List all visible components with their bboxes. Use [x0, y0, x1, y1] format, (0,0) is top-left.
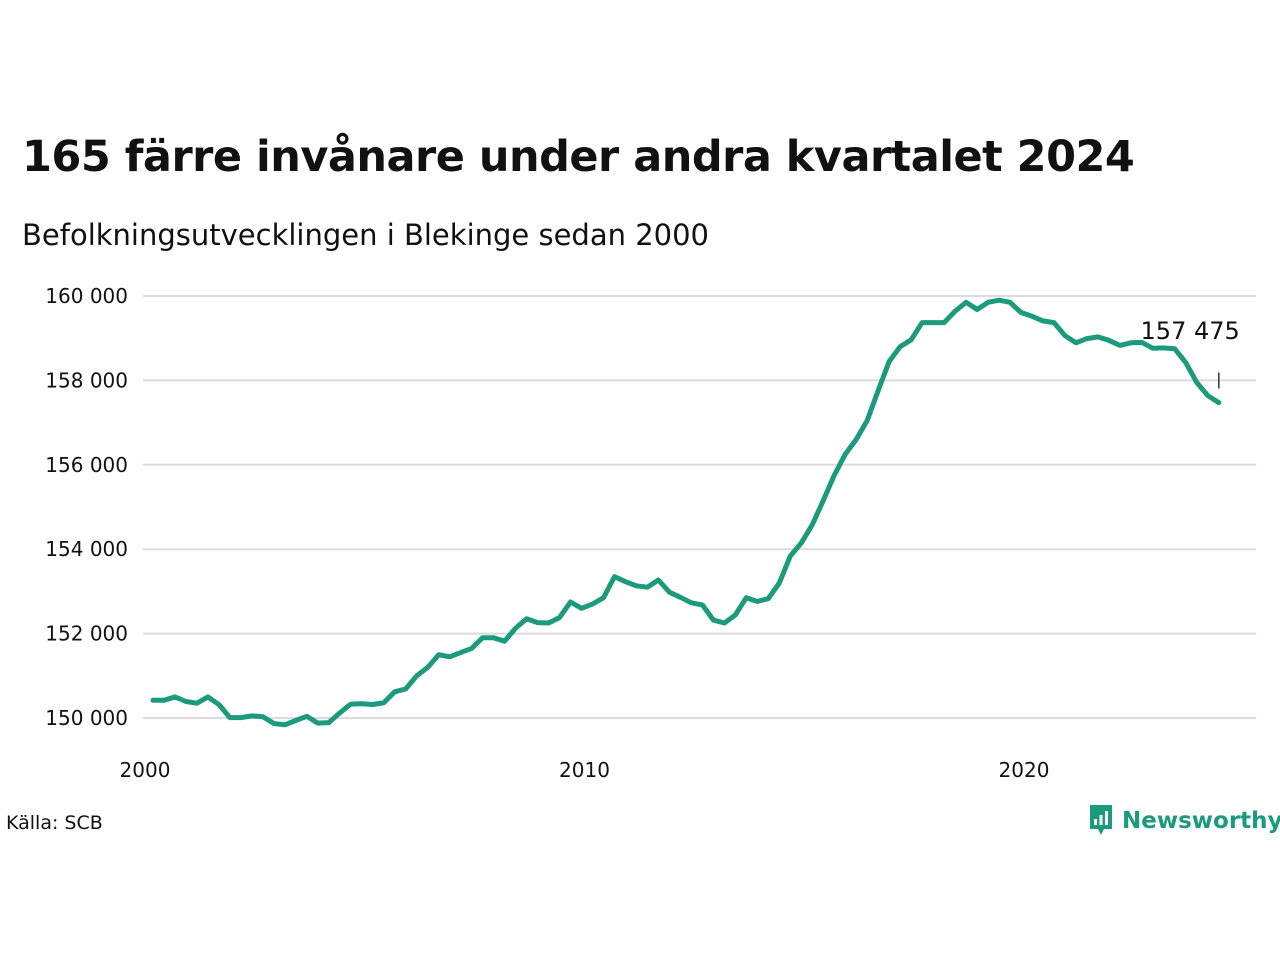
- x-axis-ticks: 2000 2010 2020: [120, 758, 1050, 782]
- end-annotation: 157 475: [1141, 317, 1240, 389]
- y-tick-label: 152 000: [45, 622, 128, 646]
- y-tick-label: 158 000: [45, 368, 128, 392]
- series-line: [150, 297, 1222, 728]
- x-tick-label: 2000: [120, 758, 171, 782]
- chart-subtitle: Befolkningsutvecklingen i Blekinge sedan…: [22, 218, 710, 252]
- newsworthy-logo-text: Newsworthy: [1122, 808, 1280, 834]
- y-axis-ticks: 150 000 152 000 154 000 156 000 158 000 160 0…: [45, 284, 128, 730]
- series-layer: [150, 297, 1222, 728]
- chart-title: 165 färre invånare under andra kvartalet…: [22, 132, 1135, 182]
- y-tick-label: 160 000: [45, 284, 128, 308]
- end-value-label: 157 475: [1141, 317, 1240, 345]
- x-tick-label: 2010: [559, 758, 610, 782]
- y-tick-label: 156 000: [45, 453, 128, 477]
- newsworthy-logo-icon: [1090, 805, 1112, 835]
- x-tick-label: 2020: [999, 758, 1050, 782]
- source-note: Källa: SCB: [6, 812, 103, 834]
- y-tick-label: 150 000: [45, 706, 128, 730]
- y-tick-label: 154 000: [45, 537, 128, 561]
- newsworthy-logo[interactable]: Newsworthy: [1088, 803, 1280, 839]
- grid-lines: [143, 295, 1256, 719]
